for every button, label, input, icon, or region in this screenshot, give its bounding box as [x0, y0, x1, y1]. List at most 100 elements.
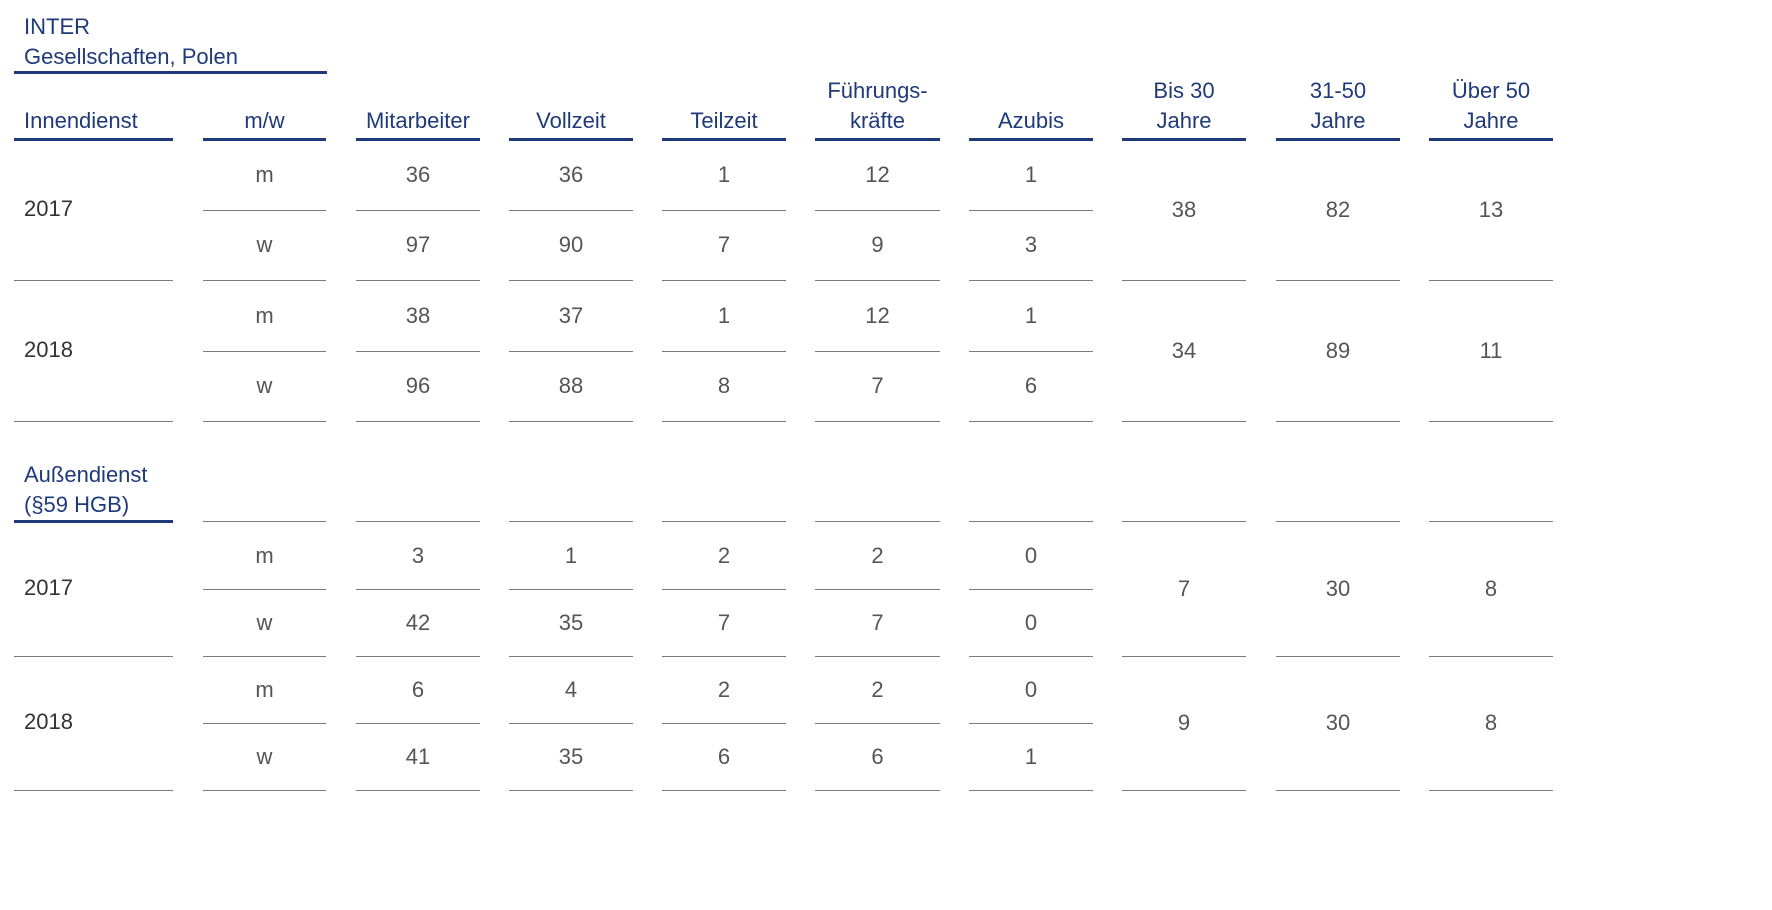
row-rule — [1122, 790, 1246, 791]
row-rule — [203, 656, 326, 657]
row-rule — [1429, 521, 1553, 522]
cell-fuehrung-w: 7 — [871, 609, 884, 635]
row-rule — [1122, 421, 1246, 422]
row-rule — [815, 210, 940, 211]
row-rule — [662, 210, 786, 211]
cell-vollzeit-m: 4 — [564, 676, 578, 702]
cell-mid: 30 — [1325, 576, 1351, 601]
row-rule — [356, 210, 480, 211]
cell-azubis-m: 0 — [1024, 676, 1038, 702]
cell-fuehrung-w: 9 — [871, 232, 884, 257]
cell-ueber50: 8 — [1484, 710, 1498, 735]
row-rule — [662, 521, 786, 522]
row-rule — [1122, 656, 1246, 657]
header-rule — [509, 138, 633, 141]
header-bis30-line1: Bis 30 — [1153, 78, 1215, 103]
row-rule — [969, 589, 1093, 590]
header-rule — [815, 138, 940, 141]
cell-azubis-w: 6 — [1024, 373, 1038, 398]
cell-ueber50: 8 — [1484, 576, 1498, 601]
row-rule — [203, 351, 326, 352]
header-mw: m/w — [244, 108, 285, 133]
header-bis30-line2: Jahre — [1156, 108, 1212, 133]
row-rule — [509, 656, 633, 657]
header-rule — [1429, 138, 1553, 141]
title-underline — [14, 71, 327, 74]
cell-mw-w: w — [256, 232, 273, 257]
row-rule — [1429, 790, 1553, 791]
cell-bis30: 38 — [1171, 197, 1197, 222]
header-rule — [1122, 138, 1246, 141]
header-azubis: Azubis — [997, 108, 1065, 133]
row-rule — [1276, 521, 1400, 522]
cell-mw-m: m — [255, 676, 274, 702]
cell-fuehrung-w: 7 — [871, 373, 884, 398]
cell-mitarbeiter-w: 41 — [405, 743, 431, 769]
row-rule — [815, 656, 940, 657]
row-rule — [969, 521, 1093, 522]
cell-fuehrung-w: 6 — [871, 743, 884, 769]
row-rule — [356, 521, 480, 522]
cell-teilzeit-m: 2 — [717, 542, 731, 568]
row-rule — [356, 790, 480, 791]
cell-bis30: 9 — [1177, 710, 1191, 735]
title-line-2: Gesellschaften, Polen — [24, 44, 239, 69]
row-rule — [1276, 421, 1400, 422]
row-rule — [815, 723, 940, 724]
row-rule — [356, 723, 480, 724]
cell-teilzeit-m: 1 — [717, 162, 731, 187]
header-fuehrung-line2: kräfte — [849, 108, 906, 133]
cell-mw-m: m — [255, 303, 274, 328]
year-label: 2018 — [24, 709, 73, 734]
row-rule — [1276, 656, 1400, 657]
cell-mitarbeiter-w: 42 — [405, 609, 431, 635]
row-rule — [14, 280, 173, 281]
cell-vollzeit-w: 35 — [558, 609, 584, 635]
year-label: 2018 — [24, 337, 73, 362]
row-rule — [356, 656, 480, 657]
cell-mw-m: m — [255, 162, 274, 187]
section-aussendienst-line2: (§59 HGB) — [24, 492, 130, 517]
cell-vollzeit-m: 36 — [558, 162, 584, 187]
row-rule — [14, 421, 173, 422]
header-teilzeit: Teilzeit — [690, 108, 758, 133]
row-rule — [969, 351, 1093, 352]
cell-teilzeit-w: 8 — [717, 373, 731, 398]
cell-azubis-m: 0 — [1024, 542, 1038, 568]
header-ueber50-line1: Über 50 — [1451, 78, 1531, 103]
title-line-1: INTER — [24, 14, 90, 39]
header-bis30: Bis 30 Jahre — [1122, 76, 1246, 136]
row-rule — [203, 421, 326, 422]
row-rule — [662, 589, 786, 590]
cell-vollzeit-w: 88 — [558, 373, 584, 398]
cell-vollzeit-m: 37 — [558, 303, 584, 328]
row-rule — [14, 656, 173, 657]
row-rule — [1276, 280, 1400, 281]
header-fuehrung-line1: Führungs- — [827, 78, 928, 103]
section-aussendienst-underline — [14, 520, 173, 523]
cell-azubis-m: 1 — [1024, 303, 1038, 328]
cell-vollzeit-m: 1 — [564, 542, 578, 568]
cell-mw-m: m — [255, 542, 274, 568]
row-rule — [203, 723, 326, 724]
row-rule — [203, 790, 326, 791]
header-ueber50: Über 50 Jahre — [1429, 76, 1553, 136]
row-rule — [509, 790, 633, 791]
row-rule — [662, 656, 786, 657]
cell-teilzeit-w: 6 — [717, 743, 731, 769]
row-rule — [1276, 790, 1400, 791]
header-31-50: 31-50 Jahre — [1276, 76, 1400, 136]
row-rule — [815, 521, 940, 522]
row-rule — [662, 421, 786, 422]
year-label: 2017 — [24, 575, 73, 600]
header-rule — [356, 138, 480, 141]
row-rule — [203, 521, 326, 522]
row-rule — [815, 589, 940, 590]
row-rule — [509, 589, 633, 590]
cell-azubis-w: 0 — [1024, 609, 1038, 635]
row-rule — [969, 210, 1093, 211]
cell-teilzeit-m: 2 — [717, 676, 731, 702]
row-rule — [969, 656, 1093, 657]
row-rule — [509, 723, 633, 724]
cell-mitarbeiter-m: 6 — [411, 676, 425, 702]
